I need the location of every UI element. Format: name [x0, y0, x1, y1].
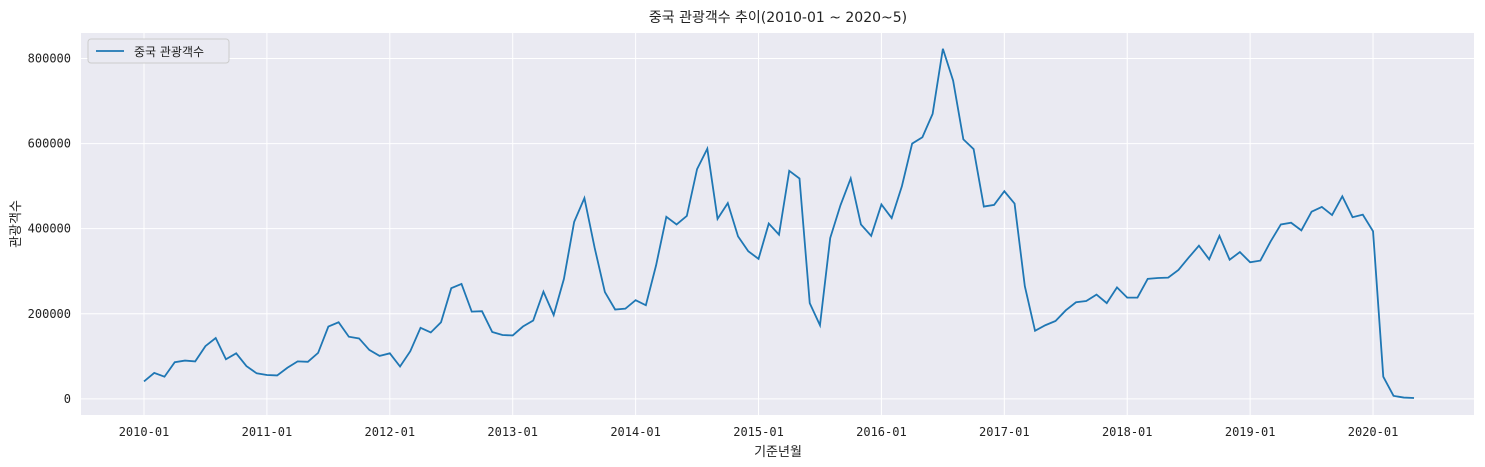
plot-area [81, 33, 1474, 415]
y-tick-label: 200000 [28, 307, 71, 321]
y-tick-label: 800000 [28, 52, 71, 66]
legend-box [87, 38, 230, 64]
x-tick-label: 2014-01 [610, 425, 661, 439]
x-tick-label: 2019-01 [1225, 425, 1276, 439]
chart-title: 중국 관광객수 추이(2010-01 ~ 2020~5) [649, 10, 907, 26]
y-tick-label: 400000 [28, 222, 71, 236]
x-tick-label: 2012-01 [365, 425, 416, 439]
x-axis-label: 기준년월 [754, 445, 802, 460]
y-axis-ticks: 0 200000 400000 600000 800000 [28, 52, 71, 406]
grid-lines [81, 33, 1474, 415]
x-tick-label: 2016-01 [856, 425, 907, 439]
x-tick-label: 2018-01 [1102, 425, 1153, 439]
y-tick-label: 600000 [28, 137, 71, 151]
x-axis-ticks: 2010-01 2011-01 2012-01 2013-01 2014-01 2015-… [119, 425, 1399, 439]
y-tick-label: 0 [64, 392, 71, 406]
legend-label: 중국 관광객수 [134, 45, 204, 59]
y-axis-label: 관광객수 [9, 200, 24, 248]
x-tick-label: 2011-01 [242, 425, 293, 439]
legend: 중국 관광객수 [87, 38, 230, 64]
x-tick-label: 2010-01 [119, 425, 170, 439]
x-tick-label: 2015-01 [733, 425, 784, 439]
x-tick-label: 2017-01 [979, 425, 1030, 439]
series-line-china-tourists [143, 48, 1415, 399]
x-tick-label: 2020-01 [1348, 425, 1399, 439]
x-tick-label: 2013-01 [487, 425, 538, 439]
